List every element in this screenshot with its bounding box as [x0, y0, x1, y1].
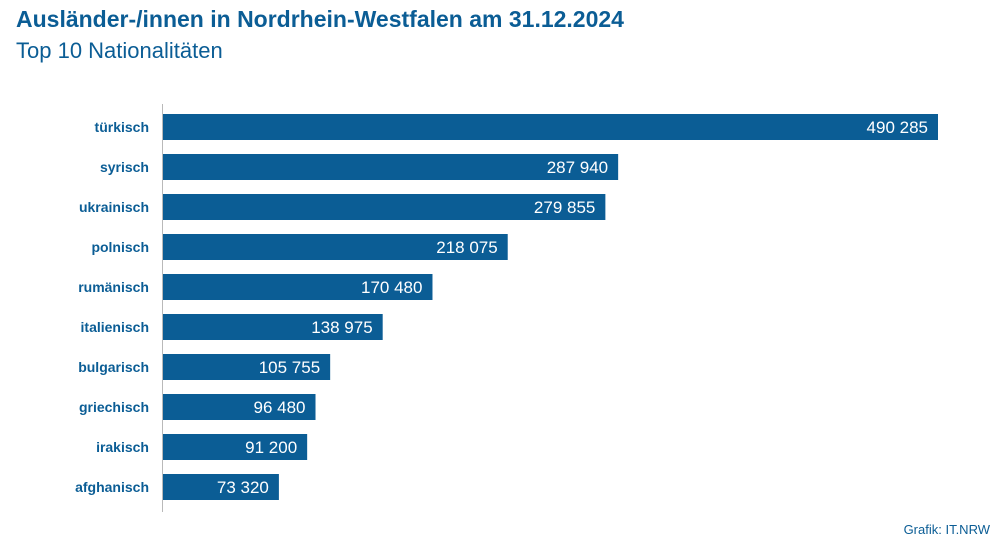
bar — [163, 354, 331, 380]
bar — [163, 474, 279, 500]
category-label: rumänisch — [78, 279, 149, 295]
bar-group-9: afghanisch 73 320 — [75, 474, 279, 500]
bar-group-6: bulgarisch 105 755 — [78, 354, 331, 380]
value-label: 91 200 — [245, 438, 297, 457]
bar-group-8: irakisch 91 200 — [96, 434, 308, 460]
category-label: italienisch — [81, 319, 149, 335]
bar-group-0: türkisch 490 285 — [95, 114, 938, 140]
bar — [163, 434, 308, 460]
category-label: afghanisch — [75, 479, 149, 495]
category-label: bulgarisch — [78, 359, 149, 375]
value-label: 105 755 — [259, 358, 320, 377]
bar-group-2: ukrainisch 279 855 — [79, 194, 606, 220]
bar-group-5: italienisch 138 975 — [81, 314, 383, 340]
value-label: 287 940 — [547, 158, 608, 177]
bar-group-3: polnisch 218 075 — [91, 234, 508, 260]
bar — [163, 154, 619, 180]
bar-group-4: rumänisch 170 480 — [78, 274, 433, 300]
bar — [163, 114, 938, 140]
category-label: syrisch — [100, 159, 149, 175]
category-label: ukrainisch — [79, 199, 149, 215]
category-label: polnisch — [91, 239, 149, 255]
value-label: 279 855 — [534, 198, 595, 217]
bar — [163, 394, 316, 420]
bar-group-7: griechisch 96 480 — [79, 394, 316, 420]
chart-subtitle: Top 10 Nationalitäten — [16, 38, 223, 63]
category-label: griechisch — [79, 399, 149, 415]
bar — [163, 314, 383, 340]
chart-title: Ausländer-/innen in Nordrhein-Westfalen … — [16, 6, 624, 32]
category-label: türkisch — [95, 119, 149, 135]
bar — [163, 274, 433, 300]
bar — [163, 194, 606, 220]
value-label: 490 285 — [867, 118, 928, 137]
value-label: 73 320 — [217, 478, 269, 497]
value-label: 138 975 — [311, 318, 372, 337]
value-label: 96 480 — [254, 398, 306, 417]
value-label: 218 075 — [436, 238, 497, 257]
category-label: irakisch — [96, 439, 149, 455]
bar — [163, 234, 508, 260]
source-credit: Grafik: IT.NRW — [903, 522, 990, 537]
value-label: 170 480 — [361, 278, 422, 297]
bar-group-1: syrisch 287 940 — [100, 154, 619, 180]
